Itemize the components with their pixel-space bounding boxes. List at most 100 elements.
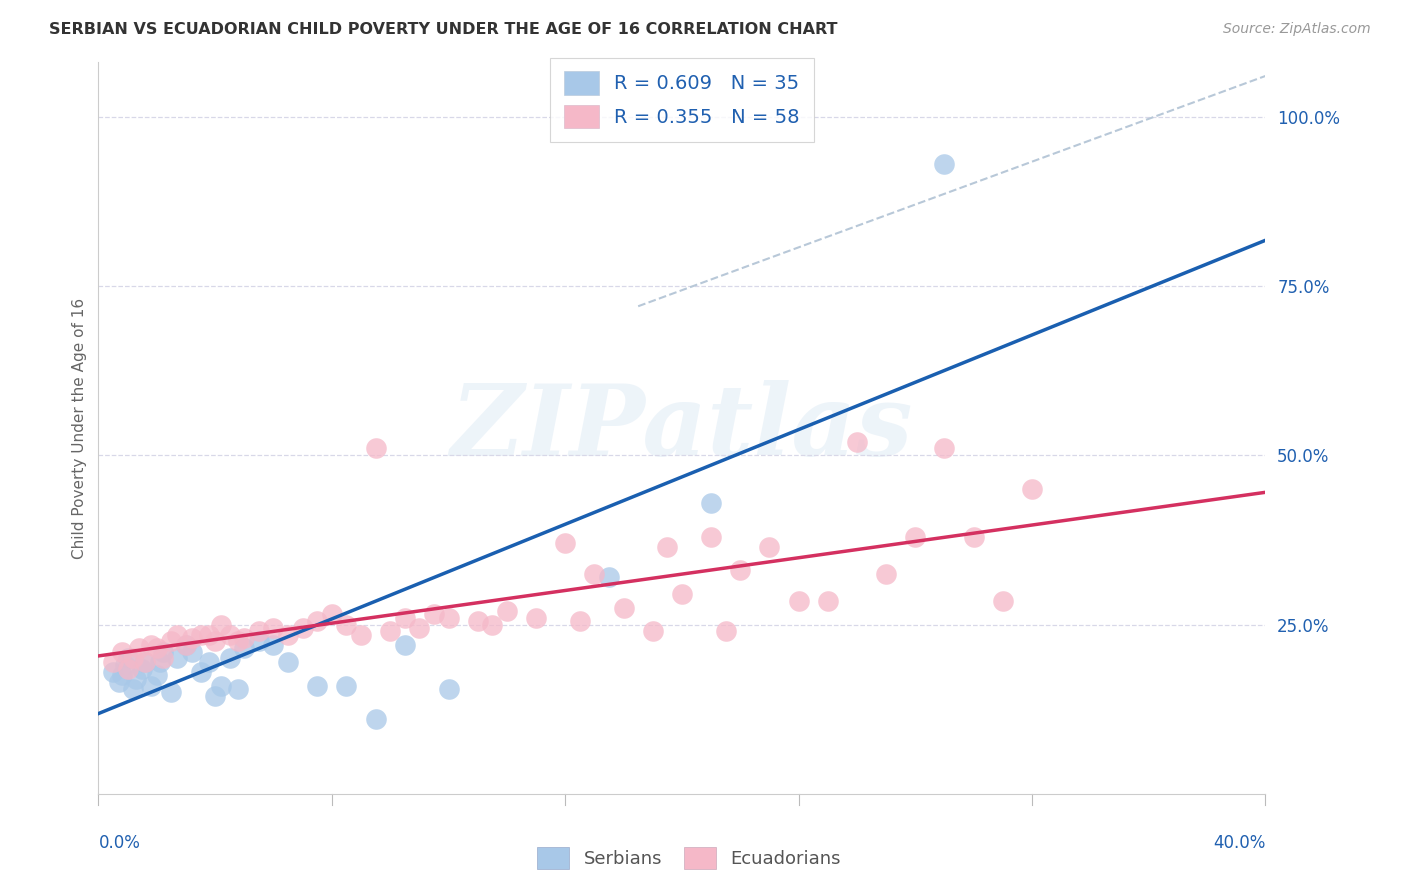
Point	[247, 634, 270, 648]
Point	[277, 655, 299, 669]
Point	[657, 540, 679, 554]
Point	[114, 658, 136, 673]
Point	[378, 624, 402, 639]
Point	[568, 614, 591, 628]
Point	[394, 611, 416, 625]
Point	[117, 662, 139, 676]
Point	[122, 651, 145, 665]
Point	[198, 655, 221, 669]
Point	[111, 668, 134, 682]
Text: ZIPatlas: ZIPatlas	[451, 380, 912, 476]
Point	[307, 614, 329, 628]
Point	[467, 614, 489, 628]
Point	[495, 604, 517, 618]
Point	[134, 655, 156, 669]
Point	[598, 570, 620, 584]
Point	[228, 634, 250, 648]
Point	[139, 679, 162, 693]
Point	[700, 529, 723, 543]
Point	[180, 645, 202, 659]
Point	[714, 624, 737, 639]
Point	[122, 681, 145, 696]
Point	[166, 651, 188, 665]
Point	[904, 529, 927, 543]
Point	[350, 628, 373, 642]
Point	[845, 434, 868, 449]
Point	[218, 651, 240, 665]
Point	[204, 689, 226, 703]
Point	[180, 631, 202, 645]
Point	[228, 681, 250, 696]
Point	[321, 607, 343, 622]
Point	[437, 681, 460, 696]
Point	[101, 665, 124, 679]
Point	[934, 157, 956, 171]
Point	[758, 540, 780, 554]
Point	[209, 617, 232, 632]
Point	[174, 638, 197, 652]
Point	[125, 672, 148, 686]
Point	[612, 600, 634, 615]
Text: Source: ZipAtlas.com: Source: ZipAtlas.com	[1223, 22, 1371, 37]
Legend: Serbians, Ecuadorians: Serbians, Ecuadorians	[527, 838, 851, 879]
Point	[108, 675, 131, 690]
Point	[146, 668, 169, 682]
Point	[152, 651, 174, 665]
Point	[190, 628, 212, 642]
Point	[233, 631, 256, 645]
Point	[671, 587, 693, 601]
Point	[262, 638, 284, 652]
Point	[700, 496, 723, 510]
Point	[554, 536, 576, 550]
Point	[247, 624, 270, 639]
Point	[1021, 482, 1043, 496]
Point	[364, 712, 387, 726]
Point	[198, 628, 221, 642]
Point	[262, 621, 284, 635]
Point	[152, 645, 174, 659]
Point	[277, 628, 299, 642]
Point	[204, 634, 226, 648]
Point	[335, 617, 357, 632]
Point	[728, 563, 751, 577]
Point	[190, 665, 212, 679]
Text: 0.0%: 0.0%	[98, 834, 141, 852]
Point	[437, 611, 460, 625]
Point	[117, 651, 139, 665]
Text: SERBIAN VS ECUADORIAN CHILD POVERTY UNDER THE AGE OF 16 CORRELATION CHART: SERBIAN VS ECUADORIAN CHILD POVERTY UNDE…	[49, 22, 838, 37]
Point	[128, 641, 150, 656]
Point	[524, 611, 547, 625]
Point	[111, 645, 134, 659]
Text: 40.0%: 40.0%	[1213, 834, 1265, 852]
Y-axis label: Child Poverty Under the Age of 16: Child Poverty Under the Age of 16	[72, 298, 87, 558]
Point	[934, 442, 956, 456]
Point	[218, 628, 240, 642]
Point	[291, 621, 314, 635]
Point	[423, 607, 446, 622]
Point	[583, 566, 606, 581]
Point	[408, 621, 430, 635]
Point	[641, 624, 664, 639]
Point	[307, 679, 329, 693]
Point	[166, 628, 188, 642]
Point	[364, 442, 387, 456]
Point	[160, 685, 183, 699]
Legend: R = 0.609   N = 35, R = 0.355   N = 58: R = 0.609 N = 35, R = 0.355 N = 58	[550, 57, 814, 142]
Point	[481, 617, 503, 632]
Point	[149, 655, 172, 669]
Point	[233, 641, 256, 656]
Point	[160, 634, 183, 648]
Point	[335, 679, 357, 693]
Point	[139, 638, 162, 652]
Point	[146, 641, 169, 656]
Point	[817, 594, 839, 608]
Point	[787, 594, 810, 608]
Point	[991, 594, 1014, 608]
Point	[875, 566, 897, 581]
Point	[209, 679, 232, 693]
Point	[134, 655, 156, 669]
Point	[394, 638, 416, 652]
Point	[962, 529, 984, 543]
Point	[174, 638, 197, 652]
Point	[101, 655, 124, 669]
